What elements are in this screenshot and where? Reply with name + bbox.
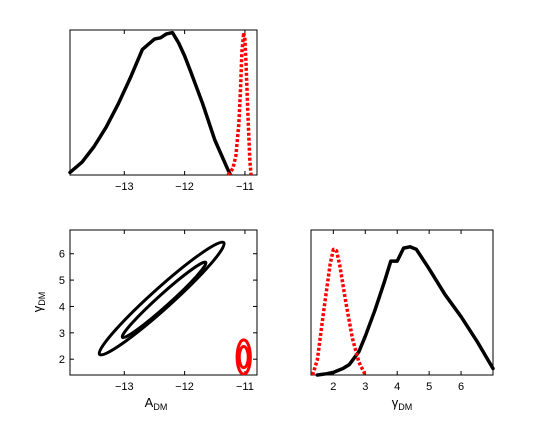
x-tick-label: −12	[175, 181, 194, 193]
x-ticks: 2 3 4 5 6	[330, 230, 464, 393]
axes-frame	[69, 229, 258, 376]
panel-top-left: −13 −12 −11	[68, 29, 258, 193]
panel-bottom-left: −13 −12 −11 2 3 4 5 6 ADM γDM	[30, 229, 258, 412]
y-tick-label: 2	[59, 354, 65, 366]
x-tick-label: 6	[458, 381, 464, 393]
x-tick-label: 5	[426, 381, 432, 393]
plot-marks	[310, 245, 495, 377]
x-tick-label: 4	[394, 381, 400, 393]
contour-black	[120, 260, 208, 340]
contour-red	[235, 338, 252, 375]
y-tick-label: 5	[59, 275, 65, 287]
x-axis-label: ADM	[145, 395, 168, 412]
contour-marks	[97, 240, 252, 375]
axes-frame	[69, 29, 258, 176]
plot-marks	[68, 30, 253, 177]
x-tick-label: 2	[330, 381, 336, 393]
contour-black	[97, 240, 226, 357]
x-tick-label: −11	[236, 181, 254, 193]
contour-red	[237, 345, 250, 370]
x-tick-label: 3	[362, 381, 368, 393]
y-tick-label: 6	[59, 249, 65, 261]
x-tick-label: −12	[175, 381, 194, 393]
series-line-black-solid	[68, 30, 232, 176]
y-axis-label: γDM	[30, 292, 47, 313]
series-line-black-solid	[315, 245, 495, 377]
x-ticks: −13 −12 −11	[115, 30, 254, 193]
y-tick-label: 4	[59, 301, 65, 313]
y-tick-label: 3	[59, 328, 65, 340]
x-tick-label: −13	[115, 381, 134, 393]
series-line-red-dotted	[310, 247, 367, 376]
x-tick-label: −13	[115, 181, 134, 193]
panel-bottom-right: 2 3 4 5 6 γDM	[310, 229, 495, 412]
axes-frame	[310, 229, 494, 376]
x-axis-label: γDM	[392, 395, 413, 412]
series-line-red-dotted	[226, 30, 253, 177]
x-tick-label: −11	[236, 381, 254, 393]
